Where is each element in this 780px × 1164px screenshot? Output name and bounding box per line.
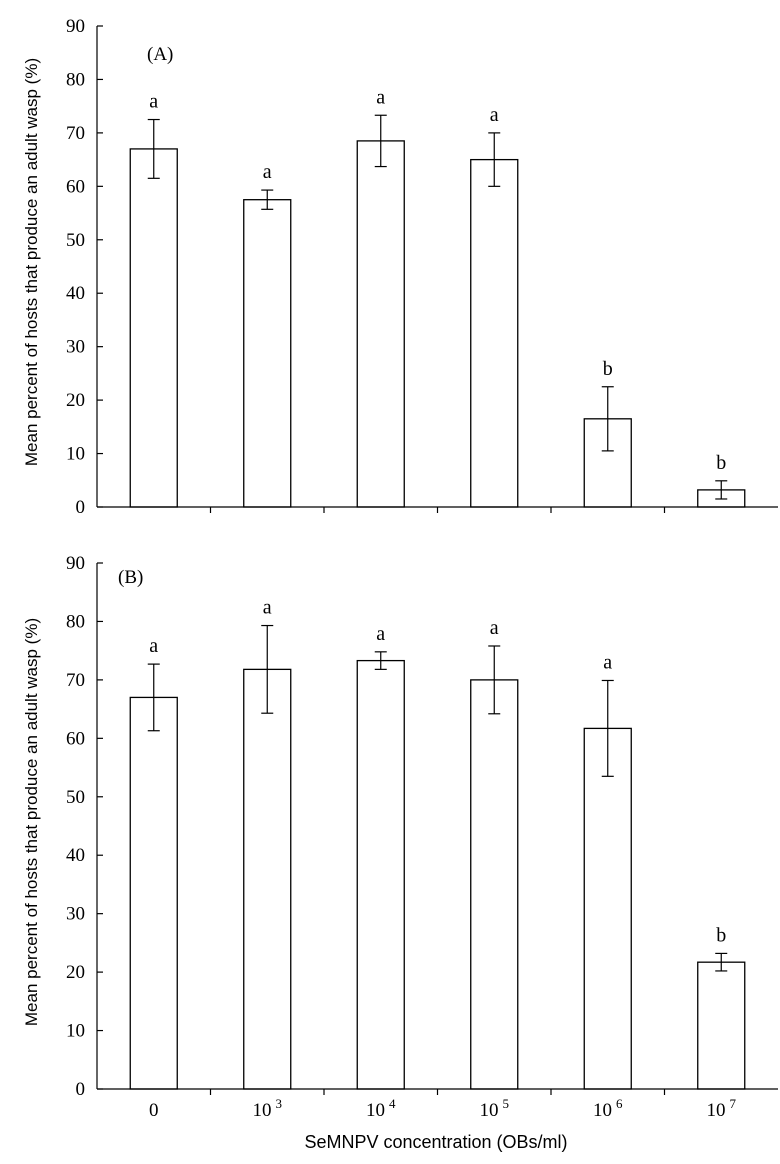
panel-a-y-tick-label-60: 60 — [66, 176, 85, 197]
panel-a-significance-2: a — [376, 86, 385, 108]
panel-b-significance-1: a — [263, 597, 272, 619]
panel-b-y-ticks: 0 10 20 30 40 50 60 70 80 90 — [66, 553, 666, 1100]
panel-a-y-tick-label-10: 10 — [66, 444, 85, 465]
panel-a-y-tick-label-50: 50 — [66, 230, 85, 251]
panel-a-label: (A) — [147, 44, 173, 65]
panel-a-bar-0 — [129, 148, 178, 508]
panel-a-significance-0: a — [149, 91, 158, 113]
panel-b-significance-0: a — [149, 635, 158, 657]
x-tick-label-3: 10 5 — [480, 1096, 510, 1121]
panel-b-y-tick-label-20: 20 — [66, 962, 85, 983]
panel-b-y-tick-label-50: 50 — [66, 787, 85, 808]
x-axis-label: SeMNPV concentration (OBs/ml) — [304, 1132, 567, 1152]
panel-b-significance-3: a — [490, 617, 499, 639]
panel-b-y-tick-label-60: 60 — [66, 728, 85, 749]
panel-b-chart: Mean percent of hosts that produce an ad… — [22, 553, 778, 1121]
panel-b-bar-3 — [470, 679, 519, 1090]
x-tick-label-0: 0 — [149, 1100, 159, 1121]
x-tick-label-5: 10 7 — [707, 1096, 737, 1121]
panel-a-bar-2 — [356, 140, 405, 508]
panel-a-y-tick-label-30: 30 — [66, 337, 85, 358]
panel-b-y-tick-label-40: 40 — [66, 845, 85, 866]
panel-a-chart: Mean percent of hosts that produce an ad… — [22, 16, 778, 518]
panel-b-bars: a a a a a b — [129, 597, 746, 1090]
panel-b-y-tick-label-70: 70 — [66, 670, 85, 691]
x-tick-label-1: 10 3 — [253, 1096, 283, 1121]
x-tick-label-2: 10 4 — [366, 1096, 396, 1121]
panel-a-significance-5: b — [716, 452, 726, 474]
panel-a-y-tick-label-70: 70 — [66, 123, 85, 144]
x-tick-label-4: 10 6 — [593, 1096, 623, 1121]
panel-b-significance-5: b — [716, 924, 726, 946]
panel-b-bar-4 — [583, 727, 632, 1090]
panel-b-bar-0 — [129, 696, 178, 1090]
panel-b-y-axis-label: Mean percent of hosts that produce an ad… — [22, 618, 41, 1026]
panel-a-bar-3 — [470, 158, 519, 508]
panel-a-y-tick-label-40: 40 — [66, 283, 85, 304]
panel-b-significance-2: a — [376, 623, 385, 645]
panel-b-y-tick-label-10: 10 — [66, 1021, 85, 1042]
panel-a-y-tick-label-80: 80 — [66, 69, 85, 90]
panel-b-label: (B) — [118, 567, 143, 588]
panel-b-bar-2 — [356, 659, 405, 1090]
panel-a-significance-1: a — [263, 161, 272, 183]
panel-a-y-ticks: 0 10 20 30 40 50 60 70 80 90 — [66, 16, 666, 518]
panel-b-y-tick-label-0: 0 — [76, 1079, 86, 1100]
panel-a-significance-3: a — [490, 104, 499, 126]
panel-a-y-axis-label: Mean percent of hosts that produce an ad… — [22, 58, 41, 466]
panel-a-y-tick-label-90: 90 — [66, 16, 85, 37]
panel-a-y-tick-label-20: 20 — [66, 390, 85, 411]
panel-a-bars: a a a a b b — [129, 86, 746, 508]
panel-b-y-tick-label-30: 30 — [66, 904, 85, 925]
panel-b-bar-1 — [243, 668, 292, 1090]
panel-b-y-tick-label-90: 90 — [66, 553, 85, 574]
panel-a-significance-4: b — [603, 358, 613, 380]
panel-b-bar-5 — [697, 961, 746, 1090]
panel-b-significance-4: a — [603, 651, 612, 673]
panel-b-x-tick-labels: 0 10 3 10 4 10 5 10 6 10 7 — [149, 1096, 737, 1121]
panel-b-y-tick-label-80: 80 — [66, 611, 85, 632]
panel-a-y-tick-label-0: 0 — [76, 497, 86, 518]
panel-a-bar-1 — [243, 199, 292, 508]
